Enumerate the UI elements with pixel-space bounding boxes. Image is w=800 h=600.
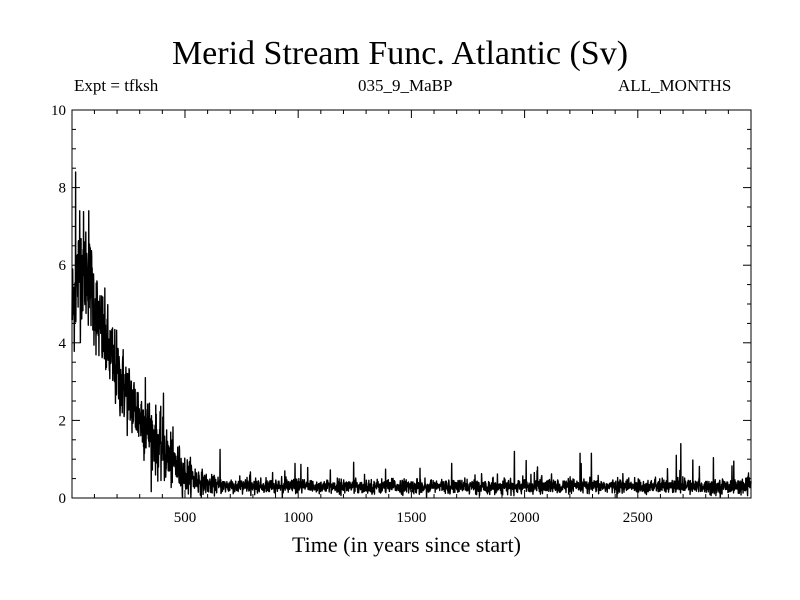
x-axis-label: Time (in years since start) bbox=[292, 532, 521, 557]
dataset-label: 035_9_MaBP bbox=[358, 76, 453, 95]
y-tick-label: 10 bbox=[51, 103, 66, 119]
axis-ticks bbox=[72, 110, 751, 498]
chart-title: Merid Stream Func. Atlantic (Sv) bbox=[171, 35, 629, 72]
y-tick-label: 4 bbox=[59, 336, 67, 352]
y-tick-label: 6 bbox=[59, 258, 67, 274]
months-label: ALL_MONTHS bbox=[618, 76, 732, 95]
x-tick-label: 2000 bbox=[510, 510, 540, 526]
y-tick-label: 8 bbox=[59, 181, 67, 197]
y-tick-label: 2 bbox=[59, 413, 67, 429]
x-tick-label: 1000 bbox=[283, 510, 313, 526]
tick-labels: 500 1000 1500 2000 2500 0 2 4 6 8 10 bbox=[51, 103, 653, 526]
x-tick-label: 2500 bbox=[623, 510, 653, 526]
x-tick-label: 500 bbox=[174, 510, 197, 526]
y-tick-label: 0 bbox=[59, 491, 67, 507]
experiment-label: Expt = tfksh bbox=[74, 76, 159, 95]
x-tick-label: 1500 bbox=[396, 510, 426, 526]
series-line bbox=[71, 171, 752, 498]
plot-frame bbox=[71, 109, 752, 499]
